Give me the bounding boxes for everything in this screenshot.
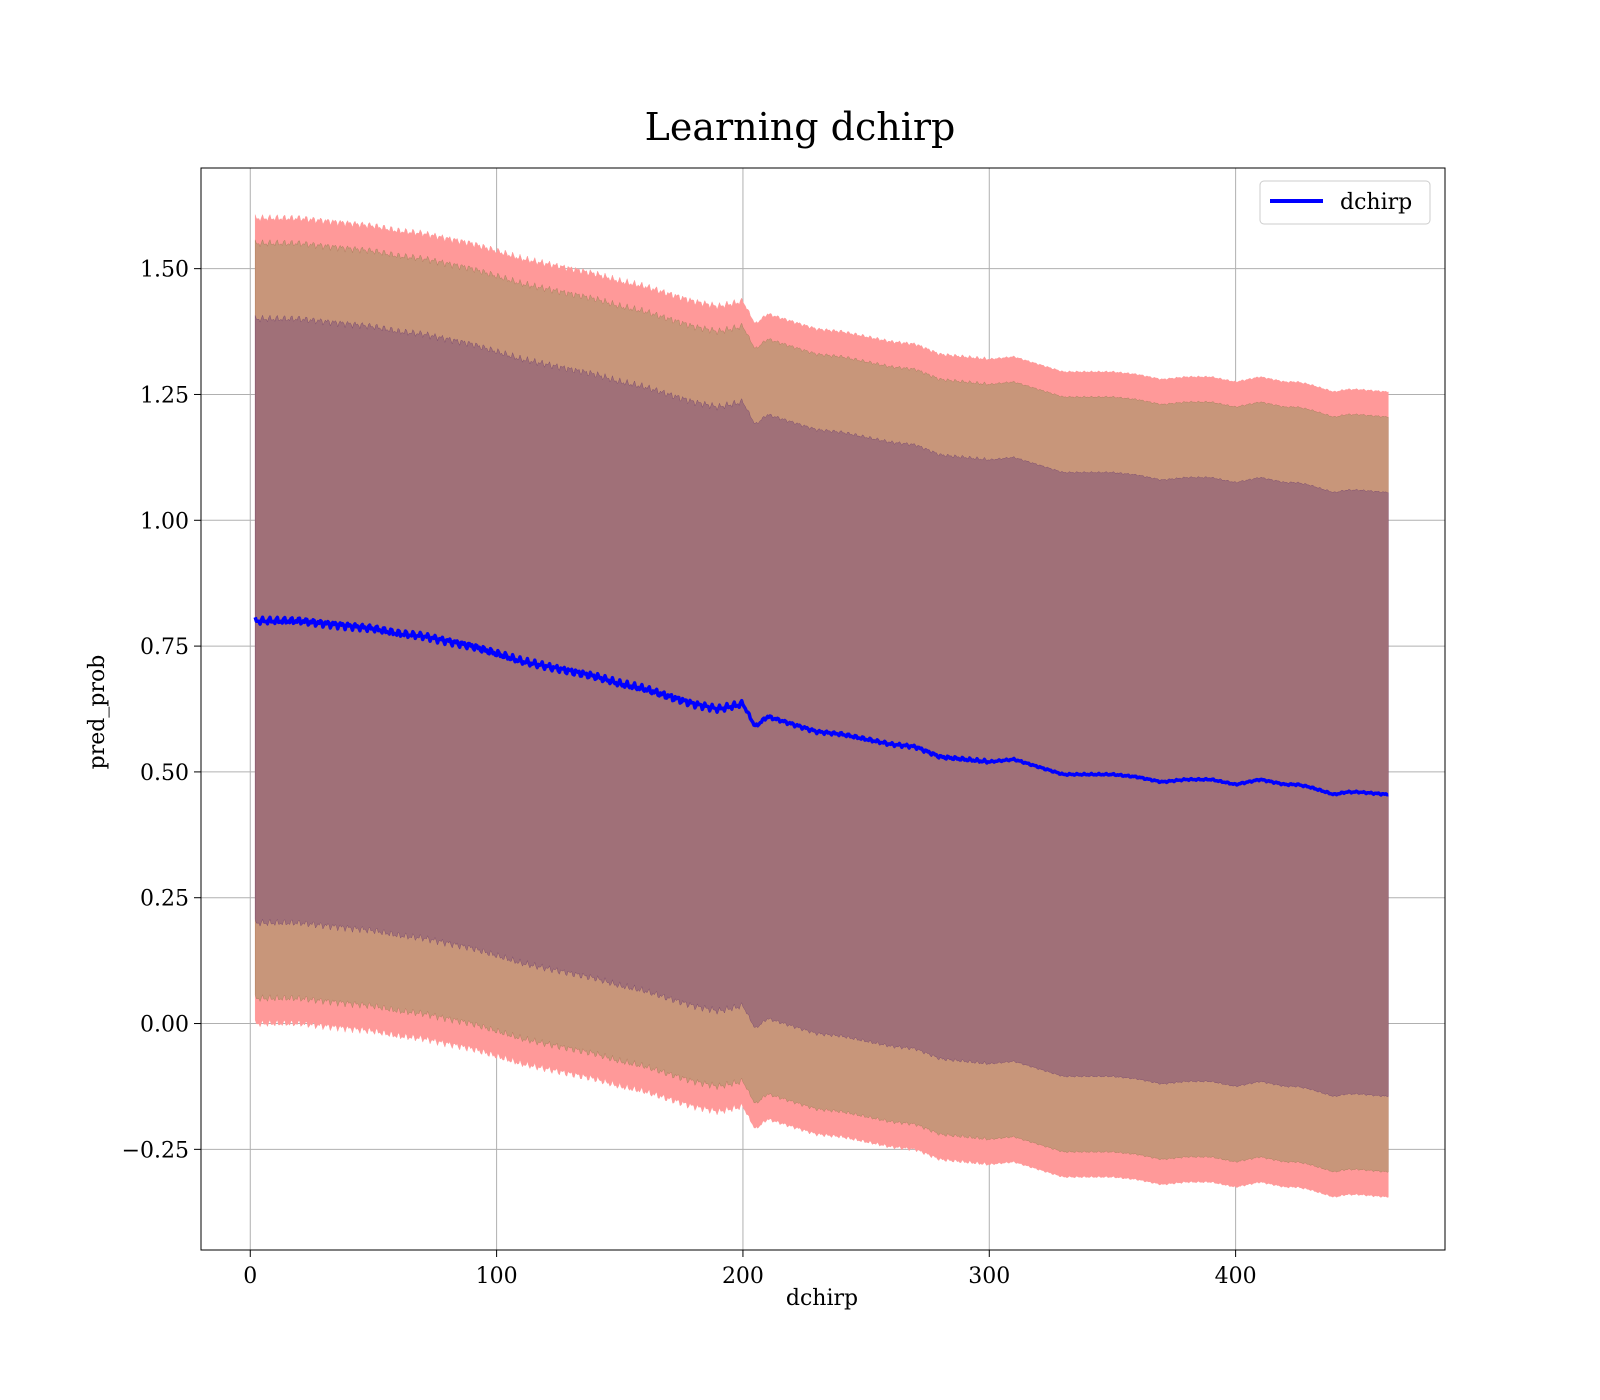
- legend: dchirp: [1259, 180, 1431, 225]
- x-tick-label: 100: [476, 1264, 518, 1289]
- x-axis-label: dchirp: [786, 1286, 858, 1311]
- x-tick-label: 400: [1215, 1264, 1257, 1289]
- series-line-dchirp: [253, 615, 1389, 797]
- x-tick-label: 0: [243, 1264, 257, 1289]
- y-tick-label: 0.00: [140, 1013, 189, 1038]
- y-tick-label: 1.00: [140, 509, 189, 534]
- plot-frame: [200, 167, 1446, 1251]
- chart-title: Learning dchirp: [645, 105, 956, 149]
- y-tick-label: 0.25: [140, 887, 189, 912]
- band-inner: [254, 314, 1389, 1098]
- confidence-bands: [254, 213, 1389, 1198]
- y-tick-label: 0.50: [140, 761, 189, 786]
- x-tick-label: 200: [722, 1264, 764, 1289]
- y-axis-label: pred_prob: [85, 655, 110, 770]
- series-lines: [253, 615, 1389, 797]
- y-tick-label: 1.25: [140, 383, 189, 408]
- axis-ticks: 0 100 200 300 400 −0.25 0.00 0.25 0.50 0.75 1.00 1.…: [122, 258, 1257, 1289]
- legend-box: [1259, 180, 1431, 225]
- y-tick-label: 1.50: [140, 258, 189, 283]
- y-tick-label: 0.75: [140, 635, 189, 660]
- x-tick-label: 300: [968, 1264, 1010, 1289]
- y-tick-label: −0.25: [122, 1138, 189, 1163]
- legend-label-dchirp: dchirp: [1340, 190, 1412, 215]
